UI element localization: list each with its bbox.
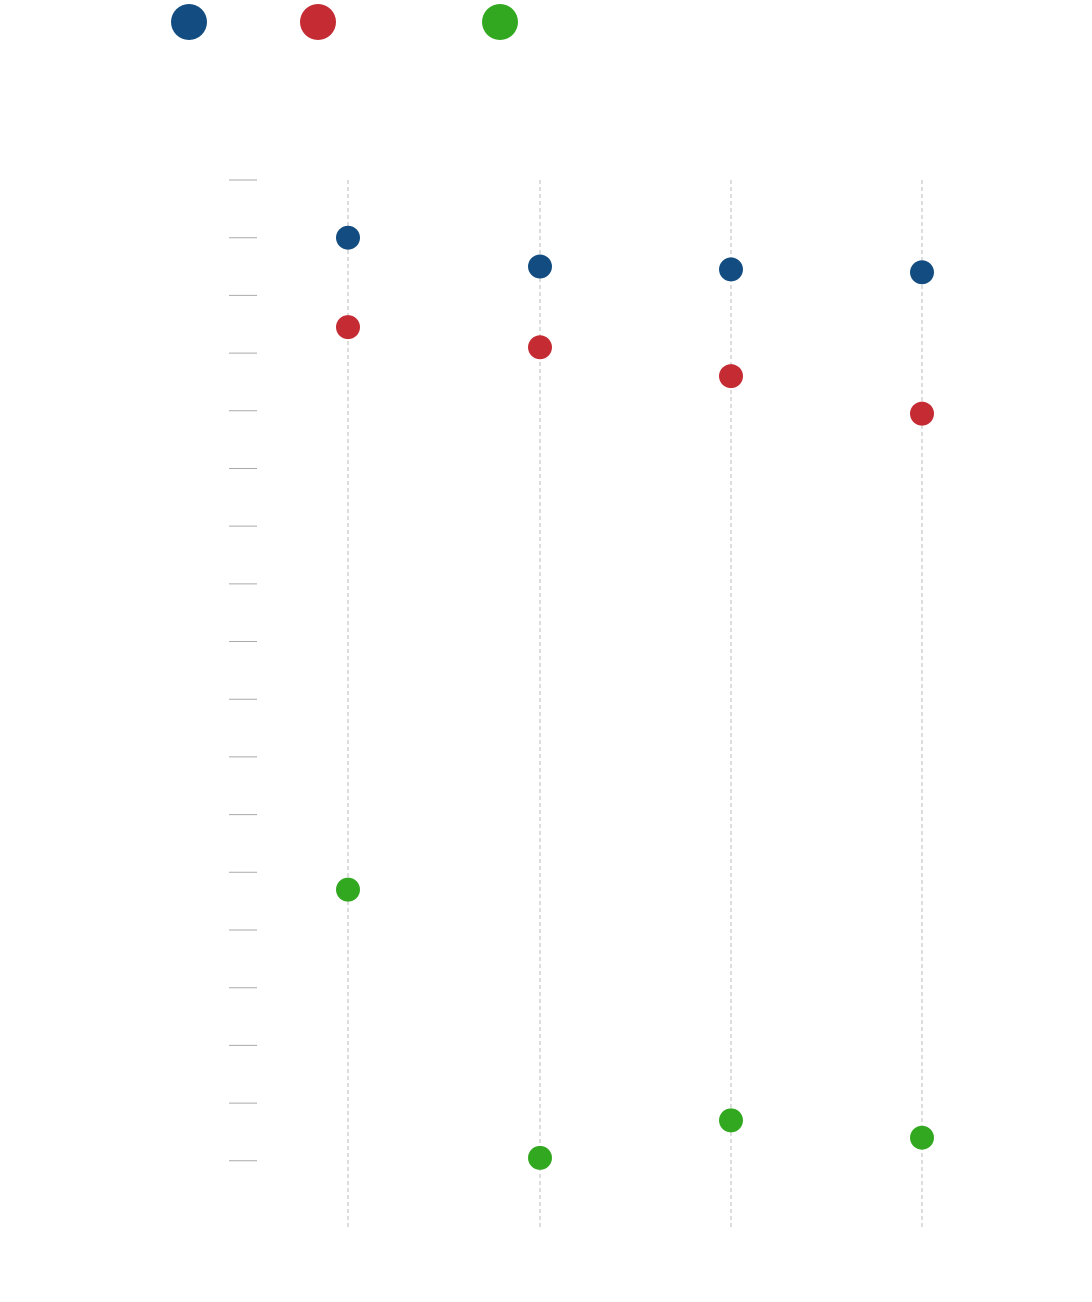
legend-marker — [171, 4, 207, 40]
dot — [336, 315, 360, 340]
dot — [719, 364, 743, 389]
dot — [910, 1125, 934, 1150]
dot — [719, 1108, 743, 1133]
dot — [528, 254, 552, 279]
legend-marker — [482, 4, 518, 40]
legend-marker — [300, 4, 336, 40]
dot — [336, 225, 360, 250]
dot — [910, 260, 934, 285]
dot — [910, 401, 934, 426]
dot — [528, 335, 552, 360]
dot — [336, 877, 360, 902]
dot — [719, 257, 743, 282]
dot — [528, 1145, 552, 1170]
